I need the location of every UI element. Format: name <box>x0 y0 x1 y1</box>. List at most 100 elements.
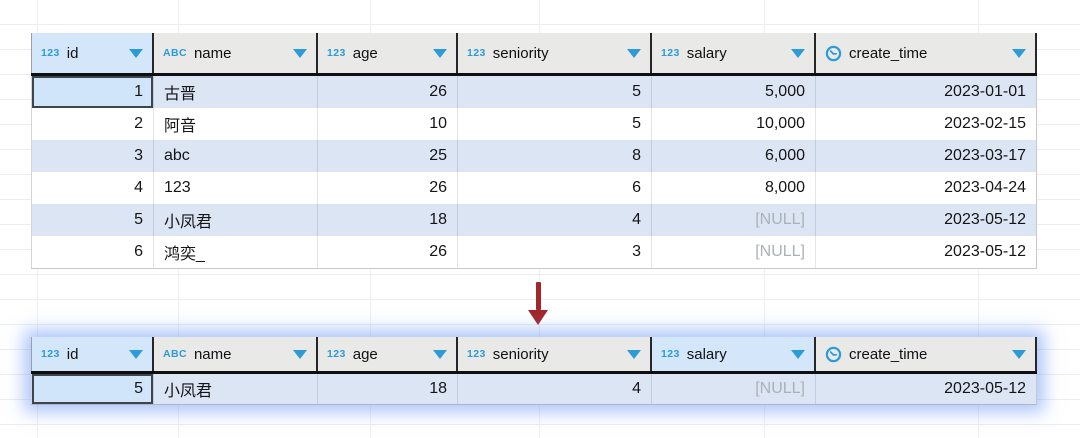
grid-cell[interactable]: 4 <box>458 204 652 236</box>
grid-cell[interactable]: 10,000 <box>652 108 816 140</box>
grid-cell[interactable]: 18 <box>318 204 458 236</box>
grid-cell[interactable]: 2023-02-15 <box>816 108 1037 140</box>
numeric-type-icon: 123 <box>661 347 680 360</box>
grid-cell[interactable]: 5 <box>458 76 652 108</box>
text-type-icon: ABC <box>163 347 187 360</box>
down-arrow-head <box>528 310 548 325</box>
grid-cell[interactable]: 25 <box>318 140 458 172</box>
filter-dropdown-icon[interactable] <box>433 48 447 58</box>
grid-cell[interactable]: abc <box>154 140 318 172</box>
filter-dropdown-icon[interactable] <box>791 48 805 58</box>
grid-cell[interactable]: 123 <box>154 172 318 204</box>
column-label: seniority <box>492 345 549 363</box>
grid-cell-selected[interactable]: 5 <box>31 374 154 404</box>
filter-dropdown-icon[interactable] <box>1012 349 1026 359</box>
filter-dropdown-icon[interactable] <box>791 349 805 359</box>
clock-type-icon <box>825 45 842 62</box>
grid-cell-selected[interactable]: 1 <box>31 76 154 108</box>
column-header-id[interactable]: 123 id <box>31 337 154 371</box>
grid-cell[interactable]: 4 <box>458 374 652 404</box>
down-arrow <box>528 282 548 325</box>
column-header-salary[interactable]: 123 salary <box>652 337 816 371</box>
table-row: 4 123 26 6 8,000 2023-04-24 <box>31 172 1037 204</box>
filter-dropdown-icon[interactable] <box>293 48 307 58</box>
table-row: 5 小凤君 18 4 [NULL] 2023-05-12 <box>31 204 1037 236</box>
result-grid-before-filter: 123 id ABC name 123 age 123 seniority 12… <box>31 33 1037 269</box>
grid-cell[interactable]: 26 <box>318 76 458 108</box>
column-label: name <box>193 44 232 62</box>
column-header-id[interactable]: 123 id <box>31 33 154 73</box>
table-row: 3 abc 25 8 6,000 2023-03-17 <box>31 140 1037 172</box>
grid-cell[interactable]: 2023-05-12 <box>816 374 1037 404</box>
column-header-create-time[interactable]: create_time <box>816 337 1037 371</box>
grid-cell[interactable]: 5,000 <box>652 76 816 108</box>
grid-cell[interactable]: 古晋 <box>154 76 318 108</box>
grid-cell[interactable]: 5 <box>31 204 154 236</box>
numeric-type-icon: 123 <box>327 347 346 360</box>
filter-dropdown-icon[interactable] <box>129 349 143 359</box>
grid-cell[interactable]: 6 <box>458 172 652 204</box>
grid-cell[interactable]: 8,000 <box>652 172 816 204</box>
grid-cell[interactable]: 鸿奕_ <box>154 236 318 268</box>
result-grid-after-filter: 123 id ABC name 123 age 123 seniority 12… <box>31 337 1037 405</box>
grid-cell[interactable]: 10 <box>318 108 458 140</box>
grid-cell[interactable]: 小凤君 <box>154 204 318 236</box>
filter-dropdown-icon[interactable] <box>627 349 641 359</box>
grid-cell[interactable]: 26 <box>318 172 458 204</box>
clock-type-icon <box>825 346 842 363</box>
grid-cell-null[interactable]: [NULL] <box>652 374 816 404</box>
numeric-type-icon: 123 <box>467 347 486 360</box>
grid-cell-null[interactable]: [NULL] <box>652 204 816 236</box>
column-label: salary <box>686 44 727 62</box>
column-header-create-time[interactable]: create_time <box>816 33 1037 73</box>
grid-cell[interactable]: 3 <box>458 236 652 268</box>
grid-cell[interactable]: 2023-01-01 <box>816 76 1037 108</box>
filter-dropdown-icon[interactable] <box>129 48 143 58</box>
numeric-type-icon: 123 <box>41 46 60 59</box>
down-arrow-stem <box>535 282 541 310</box>
grid-cell[interactable]: 小凤君 <box>154 374 318 404</box>
grid-cell[interactable]: 2023-05-12 <box>816 236 1037 268</box>
grid-cell[interactable]: 6,000 <box>652 140 816 172</box>
grid-cell[interactable]: 26 <box>318 236 458 268</box>
grid-cell[interactable]: 18 <box>318 374 458 404</box>
grid-cell[interactable]: 2023-03-17 <box>816 140 1037 172</box>
numeric-type-icon: 123 <box>467 46 486 59</box>
column-header-name[interactable]: ABC name <box>154 337 318 371</box>
header-row: 123 id ABC name 123 age 123 seniority 12… <box>31 33 1037 76</box>
column-header-salary[interactable]: 123 salary <box>652 33 816 73</box>
numeric-type-icon: 123 <box>327 46 346 59</box>
grid-cell[interactable]: 5 <box>458 108 652 140</box>
column-label: age <box>352 44 378 62</box>
filter-dropdown-icon[interactable] <box>293 349 307 359</box>
column-label: salary <box>686 345 727 363</box>
grid-cell[interactable]: 阿音 <box>154 108 318 140</box>
filter-dropdown-icon[interactable] <box>1012 48 1026 58</box>
grid-cell[interactable]: 4 <box>31 172 154 204</box>
filter-dropdown-icon[interactable] <box>627 48 641 58</box>
grid-cell[interactable]: 6 <box>31 236 154 268</box>
grid-cell[interactable]: 2023-04-24 <box>816 172 1037 204</box>
grid-cell[interactable]: 2 <box>31 108 154 140</box>
table-row: 6 鸿奕_ 26 3 [NULL] 2023-05-12 <box>31 236 1037 268</box>
column-header-seniority[interactable]: 123 seniority <box>458 337 652 371</box>
column-label: id <box>66 44 79 62</box>
column-label: create_time <box>849 345 928 363</box>
grid-cell[interactable]: 3 <box>31 140 154 172</box>
grid-cell-null[interactable]: [NULL] <box>652 236 816 268</box>
grid-cell[interactable]: 2023-05-12 <box>816 204 1037 236</box>
table-row: 1 古晋 26 5 5,000 2023-01-01 <box>31 76 1037 108</box>
text-type-icon: ABC <box>163 46 187 59</box>
numeric-type-icon: 123 <box>661 46 680 59</box>
column-label: create_time <box>849 44 928 62</box>
filter-dropdown-icon[interactable] <box>433 349 447 359</box>
column-header-seniority[interactable]: 123 seniority <box>458 33 652 73</box>
column-header-age[interactable]: 123 age <box>318 337 458 371</box>
table-row: 5 小凤君 18 4 [NULL] 2023-05-12 <box>31 374 1037 404</box>
column-label: age <box>352 345 378 363</box>
column-header-name[interactable]: ABC name <box>154 33 318 73</box>
column-header-age[interactable]: 123 age <box>318 33 458 73</box>
grid-cell[interactable]: 8 <box>458 140 652 172</box>
column-label: seniority <box>492 44 549 62</box>
